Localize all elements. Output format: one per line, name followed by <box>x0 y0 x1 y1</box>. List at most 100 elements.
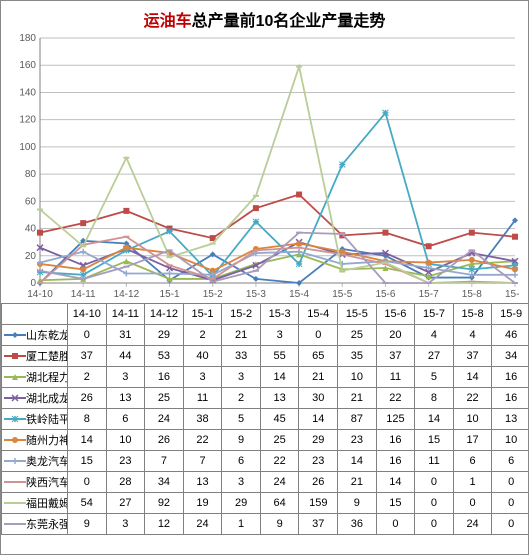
data-cell: 12 <box>145 514 184 535</box>
data-cell: 19 <box>183 493 222 514</box>
svg-text:14-11: 14-11 <box>70 289 95 300</box>
data-cell: 4 <box>453 325 492 346</box>
data-cell: 33 <box>222 346 261 367</box>
data-cell: 7 <box>145 451 184 472</box>
data-cell: 6 <box>106 409 145 430</box>
col-header: 15-5 <box>338 304 377 325</box>
data-cell: 6 <box>222 451 261 472</box>
data-cell: 37 <box>299 514 338 535</box>
table-row: 湖北程力2316331421101151416 <box>2 367 529 388</box>
data-cell: 14 <box>299 409 338 430</box>
data-cell: 7 <box>183 451 222 472</box>
table-row: 奥龙汽车1523776222314161166 <box>2 451 529 472</box>
data-cell: 13 <box>183 472 222 493</box>
data-cell: 25 <box>338 325 377 346</box>
data-cell: 159 <box>299 493 338 514</box>
data-cell: 24 <box>145 409 184 430</box>
data-cell: 16 <box>376 430 415 451</box>
data-cell: 37 <box>376 346 415 367</box>
data-cell: 10 <box>492 430 529 451</box>
series-legend: 奥龙汽车 <box>2 451 68 472</box>
data-cell: 0 <box>68 325 107 346</box>
table-row: 铁岭陆平8624385451487125141013 <box>2 409 529 430</box>
data-cell: 15 <box>376 493 415 514</box>
data-cell: 53 <box>145 346 184 367</box>
line-chart: 02040608010012014016018014-1014-1114-121… <box>10 33 520 303</box>
data-cell: 0 <box>492 472 529 493</box>
svg-text:15-7: 15-7 <box>418 289 438 300</box>
col-header: 14-11 <box>106 304 145 325</box>
data-cell: 21 <box>222 325 261 346</box>
col-header: 15-2 <box>222 304 261 325</box>
svg-text:15-1: 15-1 <box>159 289 179 300</box>
data-cell: 22 <box>453 388 492 409</box>
series-legend: 山东乾龙 <box>2 325 68 346</box>
svg-text:20: 20 <box>24 251 36 262</box>
data-cell: 54 <box>68 493 107 514</box>
svg-text:15-8: 15-8 <box>461 289 481 300</box>
data-cell: 3 <box>222 367 261 388</box>
data-cell: 14 <box>260 367 299 388</box>
data-cell: 34 <box>492 346 529 367</box>
svg-text:120: 120 <box>19 115 36 126</box>
series-legend: 铁岭陆平 <box>2 409 68 430</box>
data-cell: 14 <box>415 409 454 430</box>
data-cell: 11 <box>183 388 222 409</box>
series-legend: 陕西汽车 <box>2 472 68 493</box>
data-cell: 13 <box>260 388 299 409</box>
data-cell: 8 <box>415 388 454 409</box>
table-row: 随州力神14102622925292316151710 <box>2 430 529 451</box>
data-cell: 45 <box>260 409 299 430</box>
data-cell: 1 <box>453 472 492 493</box>
data-cell: 3 <box>106 514 145 535</box>
data-cell: 17 <box>453 430 492 451</box>
data-cell: 87 <box>338 409 377 430</box>
data-cell: 40 <box>183 346 222 367</box>
svg-text:14-12: 14-12 <box>113 289 139 300</box>
data-cell: 9 <box>68 514 107 535</box>
data-cell: 34 <box>145 472 184 493</box>
series-legend: 湖北成龙威 <box>2 388 68 409</box>
data-cell: 14 <box>338 451 377 472</box>
col-header: 14-12 <box>145 304 184 325</box>
data-cell: 2 <box>68 367 107 388</box>
data-cell: 11 <box>376 367 415 388</box>
data-cell: 9 <box>338 493 377 514</box>
data-cell: 27 <box>106 493 145 514</box>
data-cell: 46 <box>492 325 529 346</box>
svg-text:14-10: 14-10 <box>27 289 53 300</box>
data-cell: 27 <box>415 346 454 367</box>
data-cell: 6 <box>453 451 492 472</box>
panel: 运油车总产量前10名企业产量走势 02040608010012014016018… <box>0 0 529 555</box>
data-cell: 10 <box>453 409 492 430</box>
svg-text:160: 160 <box>19 60 36 71</box>
data-cell: 4 <box>415 325 454 346</box>
data-cell: 21 <box>338 472 377 493</box>
table-row: 福田戴姆勒542792192964159915000 <box>2 493 529 514</box>
svg-text:0: 0 <box>30 278 36 289</box>
data-cell: 10 <box>338 367 377 388</box>
data-cell: 0 <box>492 514 529 535</box>
data-cell: 0 <box>415 472 454 493</box>
svg-text:15-6: 15-6 <box>375 289 395 300</box>
svg-text:15-9: 15-9 <box>504 289 519 300</box>
svg-text:80: 80 <box>24 169 36 180</box>
data-cell: 23 <box>106 451 145 472</box>
data-cell: 14 <box>453 367 492 388</box>
svg-text:15-3: 15-3 <box>245 289 265 300</box>
data-cell: 5 <box>222 409 261 430</box>
data-cell: 14 <box>68 430 107 451</box>
data-cell: 22 <box>183 430 222 451</box>
data-cell: 22 <box>376 388 415 409</box>
data-cell: 26 <box>68 388 107 409</box>
data-cell: 13 <box>492 409 529 430</box>
data-cell: 30 <box>299 388 338 409</box>
data-cell: 23 <box>338 430 377 451</box>
svg-text:100: 100 <box>19 142 36 153</box>
table-row: 东莞永强93122419373600240 <box>2 514 529 535</box>
svg-text:40: 40 <box>24 224 36 235</box>
data-cell: 15 <box>68 451 107 472</box>
data-cell: 9 <box>260 514 299 535</box>
data-cell: 3 <box>222 472 261 493</box>
col-header: 15-1 <box>183 304 222 325</box>
